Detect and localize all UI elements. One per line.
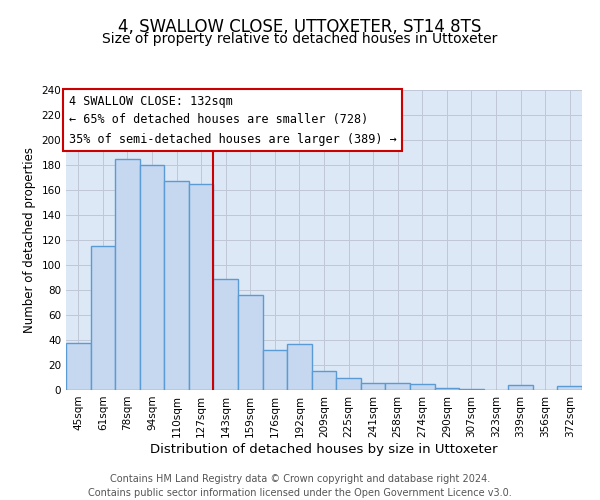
Bar bbox=[385, 382, 410, 390]
Bar bbox=[312, 371, 336, 390]
Bar bbox=[434, 388, 459, 390]
Bar bbox=[287, 344, 312, 390]
Text: 4, SWALLOW CLOSE, UTTOXETER, ST14 8TS: 4, SWALLOW CLOSE, UTTOXETER, ST14 8TS bbox=[118, 18, 482, 36]
Bar bbox=[336, 378, 361, 390]
Bar bbox=[189, 184, 214, 390]
Bar bbox=[66, 342, 91, 390]
Bar bbox=[214, 279, 238, 390]
Text: 4 SWALLOW CLOSE: 132sqm
← 65% of detached houses are smaller (728)
35% of semi-d: 4 SWALLOW CLOSE: 132sqm ← 65% of detache… bbox=[68, 94, 397, 146]
Bar bbox=[557, 386, 582, 390]
X-axis label: Distribution of detached houses by size in Uttoxeter: Distribution of detached houses by size … bbox=[150, 442, 498, 456]
Bar bbox=[238, 295, 263, 390]
Bar bbox=[164, 181, 189, 390]
Bar bbox=[459, 389, 484, 390]
Bar bbox=[115, 159, 140, 390]
Bar bbox=[361, 382, 385, 390]
Text: Size of property relative to detached houses in Uttoxeter: Size of property relative to detached ho… bbox=[103, 32, 497, 46]
Text: Contains HM Land Registry data © Crown copyright and database right 2024.
Contai: Contains HM Land Registry data © Crown c… bbox=[88, 474, 512, 498]
Y-axis label: Number of detached properties: Number of detached properties bbox=[23, 147, 36, 333]
Bar bbox=[508, 385, 533, 390]
Bar bbox=[140, 165, 164, 390]
Bar bbox=[91, 246, 115, 390]
Bar bbox=[410, 384, 434, 390]
Bar bbox=[263, 350, 287, 390]
